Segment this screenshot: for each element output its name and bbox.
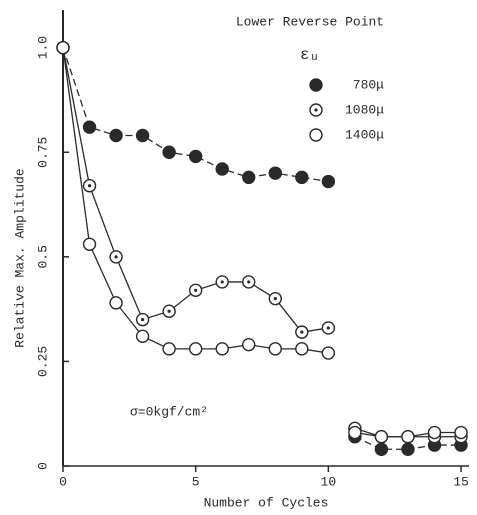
y-tick-label: 0	[35, 462, 50, 470]
marker	[242, 337, 256, 352]
marker	[295, 342, 309, 356]
marker-dot	[220, 280, 224, 284]
marker	[374, 442, 389, 456]
marker	[162, 145, 176, 159]
marker	[321, 174, 336, 189]
marker	[135, 329, 150, 344]
marker	[401, 430, 415, 444]
legend-label: 780μ	[353, 77, 384, 92]
marker	[454, 425, 468, 440]
marker	[215, 162, 229, 176]
marker-dot	[247, 280, 251, 284]
marker	[321, 346, 336, 360]
marker	[295, 170, 309, 185]
y-tick-label: 0.5	[35, 245, 50, 268]
y-tick-label: 0.75	[35, 137, 50, 168]
marker	[188, 149, 203, 164]
legend-title: εᵤ	[300, 46, 319, 64]
marker	[162, 342, 176, 356]
marker	[135, 128, 150, 143]
marker	[348, 425, 362, 440]
marker	[309, 128, 323, 142]
x-tick-label: 10	[321, 474, 337, 489]
series-line	[62, 47, 329, 183]
x-axis-label: Number of Cycles	[204, 495, 329, 510]
marker-dot	[273, 297, 277, 301]
marker-dot	[300, 330, 304, 334]
marker-dot	[141, 317, 145, 322]
marker	[427, 425, 442, 440]
marker	[82, 120, 97, 134]
marker-dot	[114, 255, 118, 259]
annotation: σ=0kgf/cm²	[130, 404, 208, 419]
marker	[56, 40, 70, 55]
legend-label: 1400μ	[345, 127, 384, 142]
marker	[82, 237, 97, 251]
marker-dot	[326, 326, 330, 330]
marker	[242, 170, 256, 185]
marker	[309, 78, 323, 92]
marker	[109, 296, 123, 310]
marker	[401, 442, 415, 456]
y-tick-label: 0.25	[35, 346, 50, 377]
series-line	[62, 47, 329, 354]
marker-dot	[194, 288, 198, 292]
x-tick-label: 5	[192, 474, 200, 489]
y-axis-label: Relative Max. Amplitude	[12, 168, 27, 347]
legend-label: 1080μ	[345, 102, 384, 117]
x-tick-label: 0	[59, 474, 67, 489]
marker-dot	[314, 108, 318, 112]
marker-dot	[167, 309, 171, 313]
y-tick-label: 1.0	[35, 36, 50, 59]
marker	[374, 430, 389, 444]
marker	[215, 342, 229, 356]
marker	[268, 342, 282, 356]
chart-title: Lower Reverse Point	[236, 14, 384, 29]
marker	[268, 166, 282, 180]
marker	[188, 342, 203, 356]
x-tick-label: 15	[453, 474, 469, 489]
marker	[109, 128, 123, 143]
marker-dot	[87, 184, 92, 188]
